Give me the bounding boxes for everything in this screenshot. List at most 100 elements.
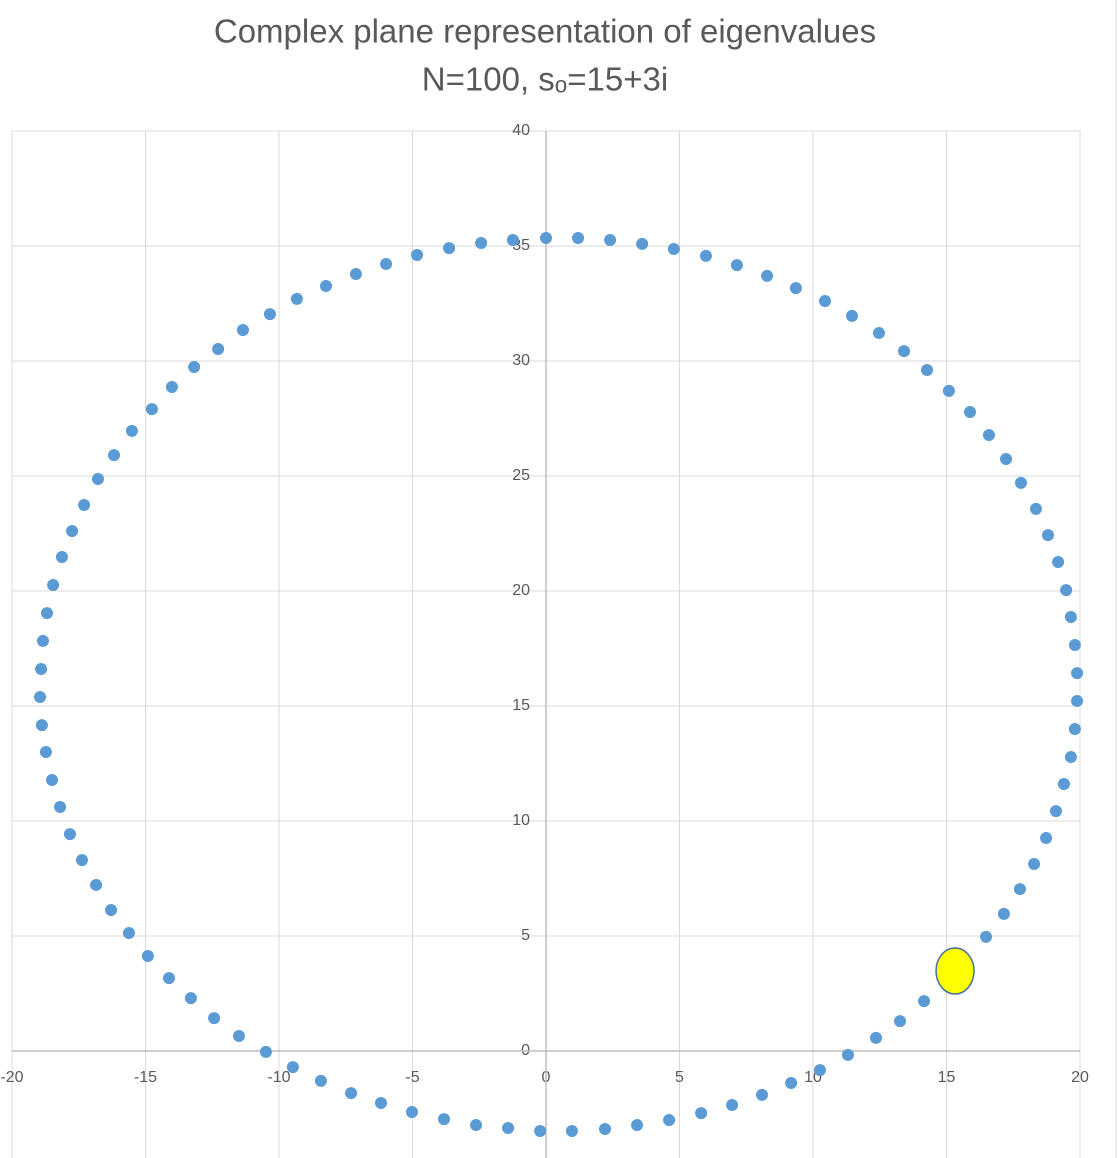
point: [699, 249, 712, 262]
point: [107, 449, 120, 462]
x-tick-label: 20: [1071, 1069, 1089, 1086]
point: [1071, 694, 1084, 707]
point: [105, 904, 118, 917]
point: [1013, 883, 1026, 896]
point: [78, 498, 91, 511]
point: [667, 242, 680, 255]
point: [443, 242, 456, 255]
point: [1014, 476, 1027, 489]
point: [35, 662, 48, 675]
point: [921, 363, 934, 376]
point: [122, 927, 135, 940]
point: [841, 1048, 854, 1061]
point: [90, 878, 103, 891]
point: [40, 607, 53, 620]
point: [872, 326, 885, 339]
point: [942, 384, 955, 397]
point: [1052, 556, 1065, 569]
point: [349, 268, 362, 281]
point: [898, 345, 911, 358]
point: [813, 1064, 826, 1077]
x-tick-label: -10: [267, 1069, 290, 1086]
point: [319, 280, 332, 293]
point: [438, 1113, 451, 1126]
point: [730, 259, 743, 272]
point: [290, 292, 303, 305]
point: [405, 1105, 418, 1118]
x-tick-label: -5: [405, 1069, 419, 1086]
point: [55, 550, 68, 563]
point: [1040, 832, 1053, 845]
point: [411, 248, 424, 261]
point: [963, 406, 976, 419]
y-tick-label: 30: [512, 352, 530, 369]
point: [162, 972, 175, 985]
highlight-point: [935, 947, 975, 995]
x-tick-label: 5: [675, 1069, 684, 1086]
y-tick-label: 20: [512, 582, 530, 599]
point: [506, 234, 519, 247]
point: [534, 1125, 547, 1138]
point: [726, 1099, 739, 1112]
point: [165, 380, 178, 393]
point: [756, 1088, 769, 1101]
point: [502, 1122, 515, 1135]
point: [35, 719, 48, 732]
point: [188, 360, 201, 373]
point: [345, 1087, 358, 1100]
point: [54, 800, 67, 813]
point: [1000, 452, 1013, 465]
point: [46, 774, 59, 787]
x-tick-label: 15: [938, 1069, 956, 1086]
point: [259, 1045, 272, 1058]
point: [604, 234, 617, 247]
point: [66, 524, 79, 537]
y-tick-label: 5: [521, 927, 530, 944]
point: [1068, 723, 1081, 735]
point: [997, 907, 1010, 920]
point: [982, 429, 995, 442]
point: [918, 995, 931, 1008]
point: [208, 1012, 221, 1025]
point: [374, 1096, 387, 1109]
chart-subtitle: N=100, sₒ=15+3i: [422, 61, 668, 98]
point: [1068, 639, 1081, 652]
chart-title: Complex plane representation of eigenval…: [214, 13, 876, 50]
point: [695, 1107, 708, 1120]
point: [145, 403, 158, 416]
x-tick-label: -20: [0, 1069, 23, 1086]
point: [599, 1122, 612, 1135]
point: [1057, 777, 1070, 790]
point: [1041, 529, 1054, 542]
point: [314, 1074, 327, 1087]
point: [636, 237, 649, 250]
point: [663, 1114, 676, 1126]
point: [263, 308, 276, 321]
point: [75, 854, 88, 867]
point: [572, 231, 585, 244]
point: [540, 231, 552, 244]
point: [785, 1076, 798, 1089]
point: [1064, 751, 1077, 764]
point: [380, 257, 393, 270]
y-tick-label: 25: [512, 467, 530, 484]
point: [761, 269, 774, 282]
point: [125, 424, 138, 437]
point: [47, 579, 60, 592]
point: [1060, 584, 1073, 597]
point: [36, 634, 49, 647]
point: [470, 1119, 483, 1132]
point: [39, 746, 52, 758]
point: [212, 343, 225, 356]
point: [1071, 667, 1084, 680]
point: [141, 950, 154, 963]
point: [184, 992, 197, 1005]
point: [789, 282, 802, 295]
point: [1049, 805, 1062, 818]
point: [631, 1119, 644, 1132]
point: [845, 309, 858, 322]
y-tick-label: 15: [512, 697, 530, 714]
x-tick-label: -15: [134, 1069, 157, 1086]
